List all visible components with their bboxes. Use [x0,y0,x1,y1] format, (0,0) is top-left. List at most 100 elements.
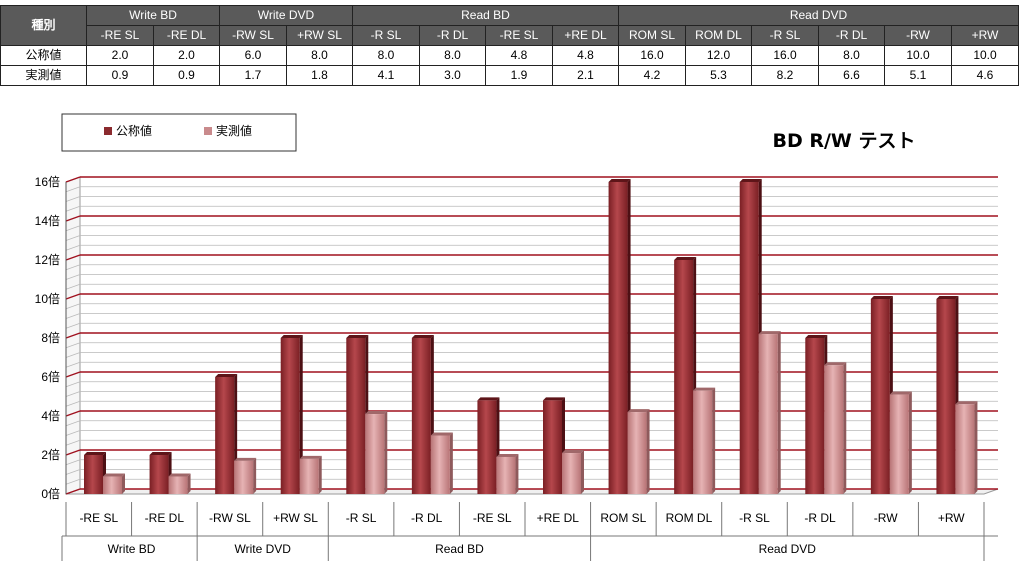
gridline-side [65,410,81,417]
x-category-label: -R DL [804,511,836,525]
table-row: 公称値 2.0 2.0 6.0 8.0 8.0 8.0 4.8 4.8 16.0 12.0 16.0 8… [0,45,1019,66]
table-column-header: -RE SL [485,25,553,46]
table-cell: 0.9 [153,65,220,86]
table-cell: 0.9 [86,65,154,86]
table-row: 実測値 0.9 0.9 1.7 1.8 4.1 3.0 1.9 2.1 4.2 5.3 8.2 6.6 5… [0,65,1019,86]
gridline-side [65,264,81,271]
legend-swatch [204,127,212,135]
table-cell: 6.0 [219,45,287,66]
bar-top [365,411,388,415]
x-category-label: -RW SL [209,511,251,525]
gridline-side [65,322,81,329]
table-cell: 8.0 [818,45,885,66]
bar-side [253,457,257,494]
table-cell: 16.0 [751,45,819,66]
gridline-side [65,352,81,358]
table-cell: 12.0 [685,45,752,66]
bar-top [674,257,697,260]
table-column-header: +RE DL [552,25,619,46]
bar-nominal [477,400,497,494]
table-cell: 10.0 [884,45,952,66]
x-category-label: -RW [874,511,898,525]
bar-side [515,453,519,494]
bar-top [824,362,847,366]
gridline-side [65,469,81,475]
table-cell: 1.9 [485,65,553,86]
bar-nominal [280,338,300,494]
bar-top [608,179,631,182]
bar-top [430,432,453,436]
chart-title: BD R/W テスト [772,130,915,152]
x-category-label: -R SL [739,511,770,525]
gridline-side [65,332,81,339]
table-cell: 10.0 [951,45,1019,66]
table-column-header: -RE DL [153,25,220,46]
bar-top [627,409,650,413]
bar-side [777,331,781,494]
legend-box [61,113,297,152]
bar-measured [103,476,122,494]
bar-top [936,296,959,299]
table-cell: 2.1 [552,65,619,86]
table-cell: 8.0 [352,45,420,66]
table-cell: 8.2 [751,65,819,86]
y-tick-label: 6倍 [41,369,60,384]
y-tick-label: 12倍 [35,252,60,267]
table-cell: 4.6 [951,65,1019,86]
bar-measured [299,458,319,494]
bar-measured [824,365,844,494]
bar-top [805,335,828,338]
table-group-row: 種別 Write BD Write DVD Read BD Read DVD [0,5,1019,46]
table-row-label: 実測値 [0,65,87,86]
table-body: 公称値 2.0 2.0 6.0 8.0 8.0 8.0 4.8 4.8 16.0 12.0 16.0 8… [0,45,1019,86]
gridline-side [65,254,81,261]
bar-measured [562,453,581,494]
gridline-side [65,283,81,290]
bar-measured [693,390,713,494]
gridline-side [65,215,81,222]
bar-nominal [936,299,956,494]
x-category-label: -R DL [411,511,443,525]
table-column-header: -R DL [419,25,486,46]
table-cell: 4.1 [352,65,420,86]
bar-side [449,432,453,494]
gridline-side [65,449,81,456]
bar-side [299,335,303,494]
x-category-label: ROM DL [666,511,713,525]
x-category-label: ROM SL [600,511,646,525]
bar-nominal [870,299,890,494]
bar-top [562,450,584,454]
y-tick-label: 4倍 [41,408,60,423]
x-category-label: -RE DL [145,511,185,525]
bar-side [974,401,978,494]
gridline-side [65,313,81,319]
x-category-label: +RW [938,511,965,525]
bar-top [758,331,781,335]
legend-label: 実測値 [216,123,252,138]
bar-side [122,473,125,494]
gridline-side [65,430,81,436]
x-category-label: -RE SL [79,511,118,525]
table-group-header: Read DVD [618,5,1019,26]
spec-table: 種別 Write BD Write DVD Read BD Read DVD -… [0,5,1019,86]
x-group-label: Read DVD [759,542,817,556]
bar-measured [430,435,450,494]
table-cell: 4.2 [618,65,686,86]
bar-nominal [149,455,169,494]
table-cell: 16.0 [618,45,686,66]
table-cell: 5.1 [884,65,952,86]
bar-measured [889,394,909,494]
bar-nominal [346,338,366,494]
gridline-side [65,225,81,232]
bar-nominal [739,182,759,494]
gridline-side [65,478,81,485]
bar-side [843,362,847,494]
gridline-side [65,342,81,349]
table-column-header: -R DL [818,25,885,46]
bar-top [870,296,893,299]
table-column-header: -RW SL [219,25,287,46]
bar-measured [496,456,516,494]
table-column-header: ROM SL [618,25,686,46]
bar-side [384,411,388,494]
bar-measured [365,414,385,494]
